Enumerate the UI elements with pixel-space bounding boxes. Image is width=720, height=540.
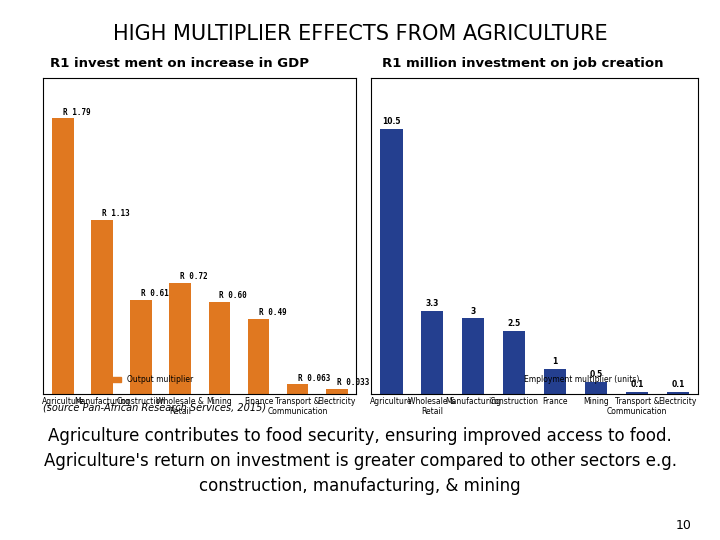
Text: 3: 3: [471, 307, 476, 316]
Bar: [91, 220, 113, 394]
Legend: Output multiplier: Output multiplier: [109, 372, 197, 387]
Text: 1: 1: [552, 357, 558, 367]
Bar: [287, 384, 308, 394]
Text: R1 invest ment on increase in GDP: R1 invest ment on increase in GDP: [50, 57, 310, 70]
Text: R 0.60: R 0.60: [220, 291, 247, 300]
Text: R 0.033: R 0.033: [337, 378, 369, 387]
Text: 10: 10: [675, 519, 691, 532]
Text: HIGH MULTIPLIER EFFECTS FROM AGRICULTURE: HIGH MULTIPLIER EFFECTS FROM AGRICULTURE: [113, 24, 607, 44]
Text: R 0.49: R 0.49: [258, 308, 287, 317]
Text: (source Pan-African Research Services, 2015): (source Pan-African Research Services, 2…: [43, 402, 266, 413]
Bar: [326, 389, 348, 394]
Bar: [503, 331, 526, 394]
Bar: [667, 392, 689, 394]
Text: R 0.61: R 0.61: [141, 289, 168, 299]
Text: R 1.13: R 1.13: [102, 209, 130, 218]
Bar: [169, 284, 191, 394]
Bar: [626, 392, 648, 394]
Text: R 1.79: R 1.79: [63, 107, 91, 117]
Bar: [544, 369, 567, 394]
Bar: [421, 311, 444, 394]
Text: 0.1: 0.1: [630, 380, 644, 389]
Text: 2.5: 2.5: [508, 320, 521, 328]
Bar: [585, 382, 607, 394]
Bar: [209, 302, 230, 394]
Text: 10.5: 10.5: [382, 117, 400, 126]
Bar: [52, 118, 73, 394]
Text: R 0.72: R 0.72: [180, 272, 208, 281]
Text: R1 million investment on job creation: R1 million investment on job creation: [382, 57, 663, 70]
Text: Agriculture contributes to food security, ensuring improved access to food.
Agri: Agriculture contributes to food security…: [43, 427, 677, 495]
Text: R 0.063: R 0.063: [297, 374, 330, 383]
Legend: Employment multiplier (units): Employment multiplier (units): [505, 372, 642, 387]
Text: 3.3: 3.3: [426, 299, 439, 308]
Bar: [462, 319, 485, 394]
Bar: [130, 300, 152, 394]
Bar: [380, 129, 402, 394]
Text: 0.5: 0.5: [590, 370, 603, 379]
Bar: [248, 319, 269, 394]
Text: 0.1: 0.1: [671, 380, 685, 389]
